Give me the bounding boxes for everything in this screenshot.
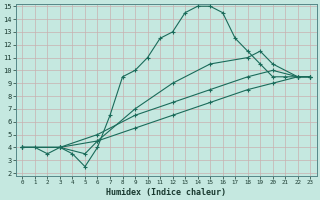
X-axis label: Humidex (Indice chaleur): Humidex (Indice chaleur) — [106, 188, 226, 197]
